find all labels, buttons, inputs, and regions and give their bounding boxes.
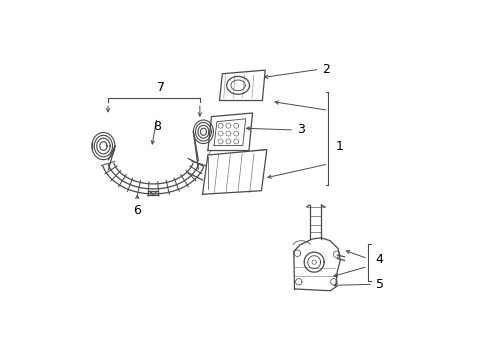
Text: 3: 3 xyxy=(297,123,305,136)
Text: 6: 6 xyxy=(133,204,141,217)
Text: 4: 4 xyxy=(375,253,383,266)
Text: 1: 1 xyxy=(335,140,343,153)
Text: 2: 2 xyxy=(322,63,329,76)
Text: 5: 5 xyxy=(375,278,383,291)
Text: 8: 8 xyxy=(153,120,161,133)
Text: 7: 7 xyxy=(156,81,164,94)
